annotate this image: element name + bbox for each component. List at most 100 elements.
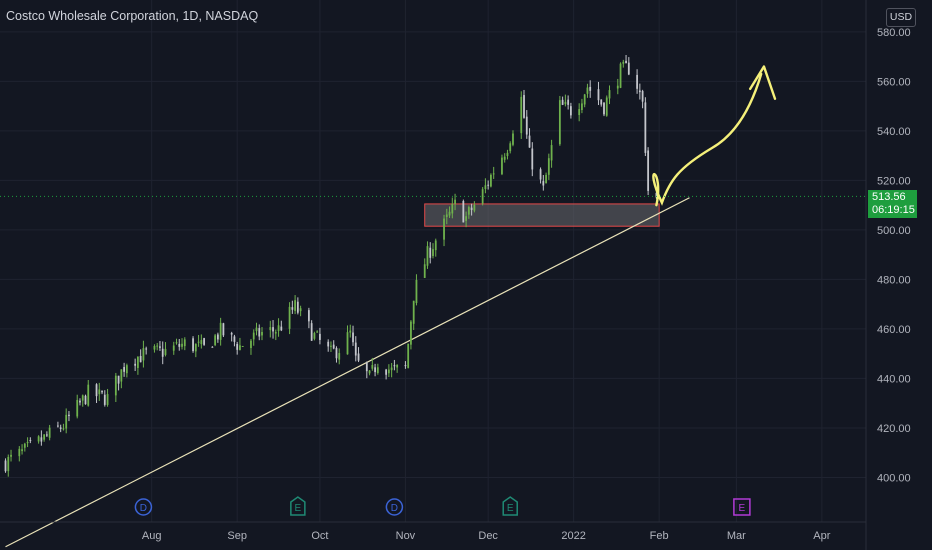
candle-body xyxy=(48,427,51,438)
candlestick-series xyxy=(4,54,658,477)
trendline[interactable] xyxy=(5,197,690,548)
candle-body xyxy=(445,214,448,218)
candle-body xyxy=(203,338,205,345)
candle-body xyxy=(426,246,429,266)
candle-body xyxy=(338,353,341,360)
candle-body xyxy=(586,87,589,94)
candle-body xyxy=(561,99,564,105)
price-axis[interactable]: 400.00 420.00 440.00 460.00 480.00 500.00 520.… xyxy=(865,0,932,550)
candle-body xyxy=(396,364,399,368)
candle-body xyxy=(509,143,512,152)
candle-body xyxy=(136,356,139,368)
candle-body xyxy=(277,325,280,331)
earnings-marker[interactable] xyxy=(502,496,518,516)
candle-body xyxy=(503,156,506,160)
candle-body xyxy=(327,341,330,347)
candle-body xyxy=(10,454,12,457)
candle-body xyxy=(219,322,222,340)
candle-body xyxy=(550,145,553,161)
candle-body xyxy=(371,365,374,369)
candle-body xyxy=(117,375,120,384)
projection-drawing[interactable] xyxy=(652,65,777,207)
time-tick-label: Oct xyxy=(311,530,328,542)
candle-body xyxy=(291,307,294,310)
candle-body xyxy=(501,157,503,175)
candle-body xyxy=(387,369,390,374)
candle-body xyxy=(313,333,316,339)
candle-body xyxy=(415,279,418,304)
candle-body xyxy=(332,344,335,349)
candle-body xyxy=(462,201,465,223)
candle-body xyxy=(357,353,360,361)
candle-body xyxy=(448,211,451,216)
trendline-segment[interactable] xyxy=(5,197,690,548)
candle-body xyxy=(319,333,321,340)
candle-body xyxy=(443,218,445,240)
candle-body xyxy=(159,346,161,348)
dividend-marker[interactable] xyxy=(385,498,404,516)
price-tick-label: 500.00 xyxy=(877,225,911,237)
candle-body xyxy=(622,61,625,64)
candle-body xyxy=(531,148,534,170)
candle-body xyxy=(589,86,592,91)
candle-body xyxy=(164,348,167,355)
candle-body xyxy=(410,321,412,345)
candle-body xyxy=(239,345,241,350)
candle-body xyxy=(269,327,272,331)
candle-body xyxy=(65,414,68,429)
candle-body xyxy=(139,355,142,363)
future-earnings-marker[interactable] xyxy=(733,498,751,516)
projection-curve[interactable] xyxy=(652,72,763,207)
candle-body xyxy=(454,199,456,204)
time-axis[interactable]: Aug Sep Oct Nov Dec 2022 Feb Mar Apr xyxy=(0,521,866,542)
candle-body xyxy=(597,89,600,101)
candle-body xyxy=(98,389,101,395)
candle-body xyxy=(512,133,514,145)
time-tick-label: Mar xyxy=(727,530,746,542)
price-tick-label: 460.00 xyxy=(877,324,911,336)
support-zone-box[interactable] xyxy=(424,203,660,227)
candle-body xyxy=(178,343,181,347)
candle-body xyxy=(523,95,525,118)
candle-body xyxy=(465,216,467,221)
candle-body xyxy=(451,203,454,214)
candle-body xyxy=(335,347,338,359)
candle-body xyxy=(625,60,627,64)
candle-body xyxy=(490,174,492,187)
candle-body xyxy=(608,90,611,99)
candle-body xyxy=(29,440,32,442)
candle-body xyxy=(145,348,148,350)
candle-body xyxy=(484,185,487,190)
price-tick-label: 480.00 xyxy=(877,274,911,286)
candle-body xyxy=(7,456,10,472)
candle-body xyxy=(627,62,630,75)
earnings-marker[interactable] xyxy=(290,496,306,516)
candle-body xyxy=(216,334,219,340)
candle-body xyxy=(87,384,90,406)
candle-body xyxy=(407,343,410,368)
candle-body xyxy=(525,116,528,135)
dividend-marker[interactable] xyxy=(134,498,153,516)
candle-body xyxy=(241,345,244,347)
projection-arrowhead[interactable] xyxy=(748,65,777,100)
candle-body xyxy=(84,395,87,405)
candle-body xyxy=(76,399,79,417)
price-axis-background xyxy=(866,0,932,550)
support-zone[interactable] xyxy=(424,203,660,227)
candle-body xyxy=(385,369,388,375)
candle-body xyxy=(288,306,291,329)
candle-body xyxy=(423,264,426,278)
candle-body xyxy=(250,340,252,349)
candle-body xyxy=(252,332,255,340)
candle-body xyxy=(101,390,103,393)
currency-button[interactable]: USD xyxy=(886,8,916,27)
candle-body xyxy=(467,207,470,215)
candle-body xyxy=(432,249,434,257)
candle-body xyxy=(123,367,126,372)
candle-body xyxy=(547,158,550,175)
candle-body xyxy=(57,425,59,427)
event-marker-label: D xyxy=(391,503,398,514)
candle-body xyxy=(638,90,641,93)
